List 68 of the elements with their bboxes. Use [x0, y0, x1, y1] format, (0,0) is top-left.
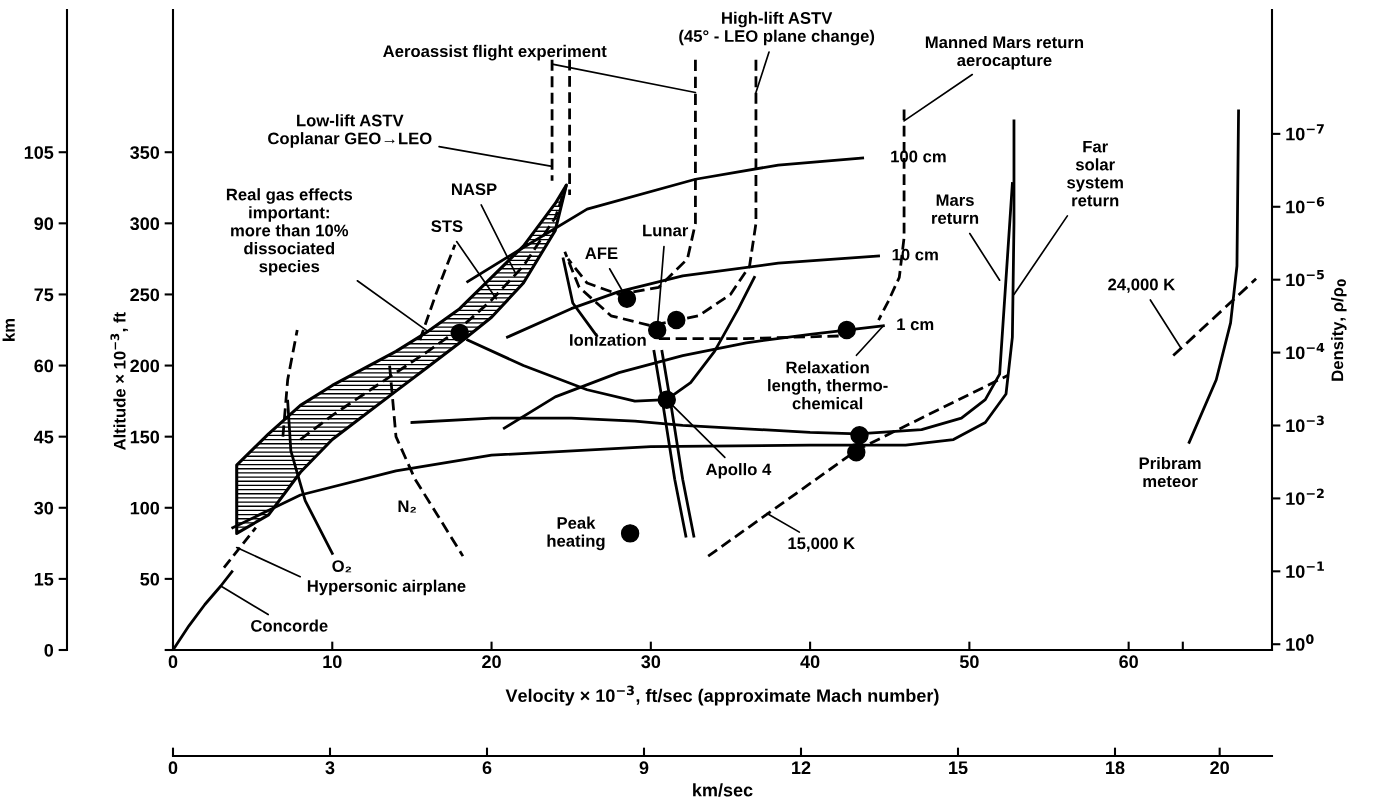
x-tick-label: 60	[1119, 655, 1138, 669]
annotation: Real gas effects important: more than 10% dissociated species	[226, 188, 353, 276]
y3-tick-label: 45	[34, 430, 54, 444]
y2-tick-label: 10$^{−3}$	[1286, 415, 1324, 433]
y-tick-label: 300	[130, 217, 160, 231]
annotation: STS	[431, 220, 463, 233]
annotation: 24,000 K	[1108, 278, 1176, 293]
x2-tick-label: 0	[168, 761, 178, 775]
annotation: AFE	[585, 247, 618, 259]
annotation: Lunar	[643, 224, 689, 237]
y-tick-label: 250	[130, 288, 160, 302]
x2-tick-label: 6	[482, 761, 492, 775]
annotation: Peak heating	[547, 516, 605, 551]
annotation: Pribram meteor	[1139, 456, 1201, 488]
y2-tick-label: 10$^{−7}$	[1286, 124, 1324, 141]
annotation: Far solar system return	[1067, 140, 1123, 207]
y3-axis-title: km	[2, 318, 15, 341]
x2-tick-label: 15	[949, 761, 968, 775]
y2-tick-label: 10$^{−2}$	[1286, 488, 1324, 505]
x-tick-label: 30	[641, 655, 661, 669]
annotation: NASP	[451, 183, 497, 196]
annotation: Aeroassist flight experiment	[383, 44, 607, 61]
x-tick-label: 20	[482, 655, 501, 669]
annotation: Concorde	[251, 619, 328, 632]
y3-tick-label: 0	[44, 643, 54, 657]
annotation: O₂	[332, 560, 352, 573]
annotation: N₂	[398, 500, 416, 513]
annotation: Hypersonic airplane	[307, 579, 466, 596]
annotation: Manned Mars return aerocapture	[925, 35, 1084, 70]
annotation: 15,000 K	[788, 537, 855, 552]
x2-tick-label: 20	[1210, 761, 1229, 775]
y3-tick-label: 30	[34, 501, 54, 515]
x-tick-label: 0	[168, 655, 178, 669]
x2-tick-label: 9	[639, 761, 649, 775]
annotation: Ionization	[570, 333, 646, 346]
annotation: 1 cm	[897, 318, 934, 331]
y-tick-label: 350	[130, 146, 160, 159]
y3-tick-label: 15	[34, 573, 54, 586]
y-tick-label: 150	[130, 430, 160, 444]
annotation: Relaxation length, thermo- chemical	[768, 361, 888, 410]
y-tick-label: 100	[130, 501, 160, 515]
y-axis-title: Altitude × 10$^{−3}$, ft	[110, 312, 129, 451]
y3-tick-label: 105	[24, 146, 54, 159]
y3-tick-label: 60	[34, 359, 54, 373]
y3-tick-label: 75	[34, 288, 54, 302]
y2-tick-label: 10$^{0}$	[1286, 634, 1314, 651]
y2-tick-label: 10$^{−1}$	[1286, 561, 1324, 578]
annotation: Low-lift ASTV Coplanar GEO→LEO	[268, 114, 432, 148]
annotation: Apollo 4	[705, 463, 772, 479]
y-tick-label: 50	[140, 572, 160, 586]
y2-tick-label: 10$^{−5}$	[1286, 269, 1324, 287]
y3-tick-label: 90	[34, 217, 54, 231]
x2-tick-label: 3	[325, 761, 335, 775]
x2-tick-label: 18	[1106, 761, 1125, 775]
x-tick-label: 50	[959, 655, 979, 669]
annotation: 10 cm	[892, 248, 938, 261]
x2-tick-label: 12	[792, 761, 811, 774]
annotation: High-lift ASTV (45° - LEO plane change)	[679, 11, 875, 46]
y-tick-label: 200	[130, 359, 160, 373]
annotation: Mars return	[932, 194, 979, 224]
y2-axis-title: Density, ρ/ρ$_{0}$	[1331, 279, 1347, 381]
x2-axis-title: km/sec	[693, 783, 753, 797]
annotation: 100 cm	[891, 150, 946, 163]
x-axis-title: Velocity × 10$^{−3}$, ft/sec (approximate Mach number)	[505, 685, 939, 706]
y2-tick-label: 10$^{−4}$	[1286, 342, 1325, 360]
x-tick-label: 10	[323, 655, 342, 669]
y2-tick-label: 10$^{−6}$	[1286, 196, 1325, 214]
x-tick-label: 40	[800, 655, 820, 669]
